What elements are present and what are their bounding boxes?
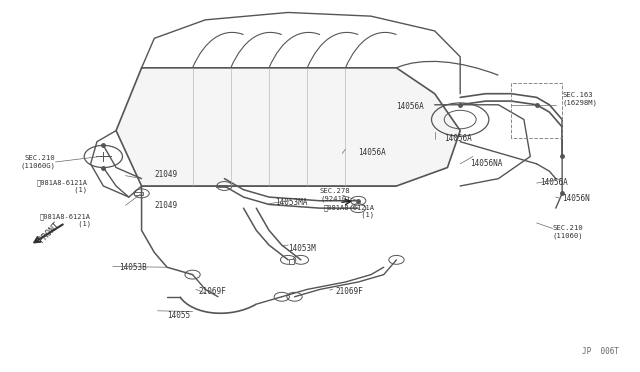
Text: 21049: 21049 <box>154 170 177 179</box>
FancyBboxPatch shape <box>134 192 143 195</box>
FancyBboxPatch shape <box>289 259 294 264</box>
Text: 14055: 14055 <box>167 311 190 320</box>
Text: 14056A: 14056A <box>358 148 386 157</box>
Text: 14056NA: 14056NA <box>470 158 502 168</box>
Text: SEC.163
(16298M): SEC.163 (16298M) <box>562 93 597 106</box>
Text: 21049: 21049 <box>154 201 177 210</box>
Text: Ⓐ081A8-6121A
         (1): Ⓐ081A8-6121A (1) <box>36 179 88 193</box>
Text: JP  006T: JP 006T <box>582 347 620 356</box>
Text: 14056N: 14056N <box>562 195 590 203</box>
Text: FRONT: FRONT <box>37 220 61 244</box>
Text: 14053MA: 14053MA <box>275 198 308 207</box>
Text: 14053B: 14053B <box>119 263 147 272</box>
Text: 14056A: 14056A <box>396 102 424 111</box>
Text: 14056A: 14056A <box>444 134 472 142</box>
FancyBboxPatch shape <box>216 185 226 187</box>
Text: 21069F: 21069F <box>199 287 227 296</box>
Text: 14056A: 14056A <box>540 178 568 187</box>
Polygon shape <box>116 68 460 186</box>
Text: 14053M: 14053M <box>288 244 316 253</box>
Text: 21069F: 21069F <box>336 287 364 296</box>
Text: Ⓐ081A8-6121A
         (1): Ⓐ081A8-6121A (1) <box>323 204 374 218</box>
Text: SEC.210
(11060G): SEC.210 (11060G) <box>20 155 56 169</box>
Text: SEC.278
(92410): SEC.278 (92410) <box>320 189 351 202</box>
Text: Ⓑ081A8-6121A
         (1): Ⓑ081A8-6121A (1) <box>40 213 91 227</box>
Text: SEC.210
(11060): SEC.210 (11060) <box>552 225 583 239</box>
